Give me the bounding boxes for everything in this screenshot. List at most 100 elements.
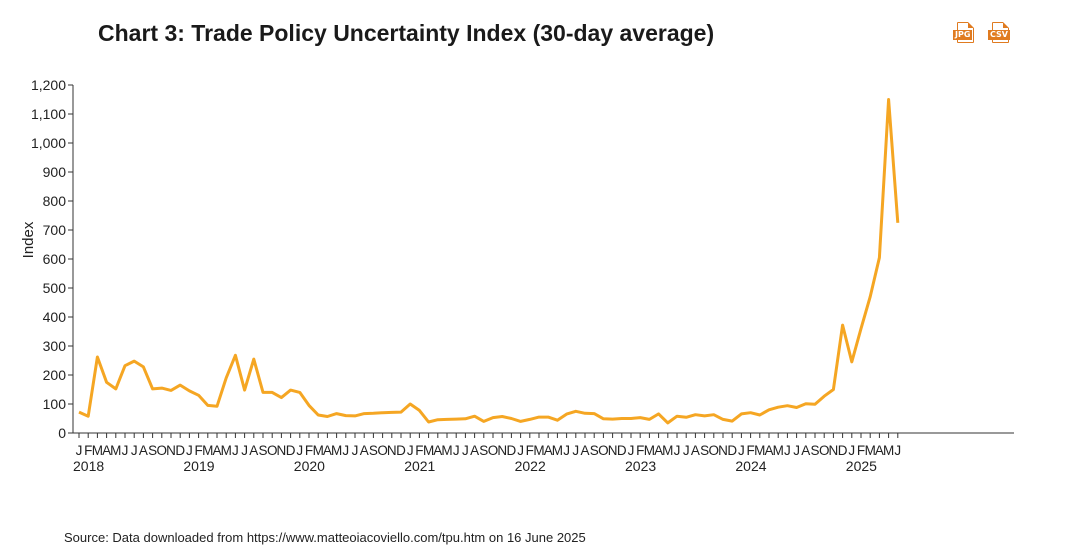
x-tick-month-label: D <box>838 443 848 458</box>
y-tick-label: 1,000 <box>31 135 66 151</box>
x-tick-month-label: O <box>267 443 278 458</box>
x-tick-month-label: D <box>617 443 627 458</box>
x-tick-year-label: 2019 <box>183 458 214 474</box>
x-tick-month-label: A <box>470 443 479 458</box>
x-tick-month-label: O <box>709 443 720 458</box>
x-tick-year-label: 2024 <box>735 458 766 474</box>
y-tick-label: 1,100 <box>31 106 66 122</box>
x-tick-month-label: A <box>433 443 442 458</box>
y-tick-label: 800 <box>43 193 67 209</box>
x-tick-month-label: A <box>580 443 589 458</box>
jpg-label: JPG <box>953 30 973 40</box>
x-tick-month-label: S <box>810 443 819 458</box>
x-tick-month-label: S <box>700 443 709 458</box>
y-tick-label: 400 <box>43 309 67 325</box>
x-tick-month-label: J <box>793 443 800 458</box>
x-tick-month-label: S <box>148 443 157 458</box>
x-tick-month-label: J <box>241 443 248 458</box>
x-tick-month-label: M <box>773 443 784 458</box>
x-tick-month-label: M <box>662 443 673 458</box>
x-tick-month-label: F <box>415 443 423 458</box>
x-tick-year-label: 2021 <box>404 458 435 474</box>
x-tick-month-label: A <box>360 443 369 458</box>
x-tick-month-label: S <box>258 443 267 458</box>
x-tick-month-label: S <box>479 443 488 458</box>
y-tick-label: 100 <box>43 396 67 412</box>
x-tick-month-label: O <box>598 443 609 458</box>
x-tick-month-label: M <box>883 443 894 458</box>
series-line <box>78 98 900 425</box>
y-tick-label: 1,200 <box>31 77 66 93</box>
download-jpg-button[interactable]: JPG <box>953 22 977 44</box>
x-tick-month-label: S <box>590 443 599 458</box>
x-tick-month-label: J <box>738 443 745 458</box>
x-tick-month-label: A <box>323 443 332 458</box>
x-tick-month-label: J <box>628 443 635 458</box>
x-tick-month-label: J <box>407 443 414 458</box>
x-tick-month-label: A <box>875 443 884 458</box>
x-tick-month-label: F <box>526 443 534 458</box>
x-tick-month-label: M <box>644 443 655 458</box>
x-tick-month-label: M <box>313 443 324 458</box>
x-tick-month-label: N <box>497 443 507 458</box>
x-tick-month-label: F <box>746 443 754 458</box>
x-tick-month-label: O <box>377 443 388 458</box>
x-tick-month-label: O <box>819 443 830 458</box>
line-chart: Index 0 100 200 300 400 500 600 700 800 900 1,000 1… <box>20 77 1014 474</box>
x-tick-month-label: N <box>608 443 618 458</box>
x-tick-month-label: J <box>352 443 359 458</box>
x-tick-month-label: M <box>221 443 232 458</box>
x-tick-year-label: 2018 <box>73 458 104 474</box>
x-tick-month-label: J <box>563 443 570 458</box>
y-axis-label: Index <box>20 221 37 258</box>
x-tick-month-label: M <box>552 443 563 458</box>
x-tick-month-label: F <box>194 443 202 458</box>
x-tick-month-label: A <box>801 443 810 458</box>
x-tick-month-label: A <box>102 443 111 458</box>
x-tick-month-label: M <box>533 443 544 458</box>
x-tick-month-label: J <box>232 443 239 458</box>
x-tick-month-label: M <box>441 443 452 458</box>
x-tick-month-label: F <box>857 443 865 458</box>
x-tick-month-label: J <box>76 443 83 458</box>
x-tick-year-label: 2020 <box>294 458 325 474</box>
y-tick-label: 700 <box>43 222 67 238</box>
x-tick-year-label: 2022 <box>515 458 546 474</box>
x-tick-month-label: D <box>727 443 737 458</box>
x-tick-month-label: N <box>829 443 839 458</box>
x-tick-month-label: A <box>249 443 258 458</box>
x-tick-month-label: J <box>122 443 129 458</box>
x-tick-month-label: M <box>92 443 103 458</box>
x-tick-month-label: J <box>517 443 524 458</box>
x-tick-month-label: J <box>131 443 138 458</box>
x-tick-year-label: 2025 <box>846 458 877 474</box>
x-tick-month-label: D <box>507 443 517 458</box>
x-tick-month-label: J <box>572 443 579 458</box>
y-tick-label: 500 <box>43 280 67 296</box>
x-tick-month-label: A <box>691 443 700 458</box>
x-tick-month-label: F <box>305 443 313 458</box>
x-tick-month-label: A <box>212 443 221 458</box>
x-tick-month-label: J <box>453 443 460 458</box>
x-tick-month-label: D <box>175 443 185 458</box>
x-tick-month-label: A <box>139 443 148 458</box>
y-tick-label: 600 <box>43 251 67 267</box>
x-tick-month-label: A <box>764 443 773 458</box>
y-tick-label: 0 <box>58 425 66 441</box>
x-tick-month-label: J <box>186 443 193 458</box>
csv-label: CSV <box>988 30 1010 40</box>
download-csv-button[interactable]: CSV <box>988 22 1012 44</box>
x-tick-month-label: M <box>202 443 213 458</box>
source-note: Source: Data downloaded from https://www… <box>64 530 586 545</box>
y-tick-label: 300 <box>43 338 67 354</box>
x-tick-month-label: J <box>462 443 469 458</box>
x-tick-month-label: O <box>488 443 499 458</box>
x-tick-month-label: M <box>423 443 434 458</box>
x-tick-month-label: M <box>865 443 876 458</box>
x-tick-month-label: J <box>894 443 901 458</box>
x-tick-month-label: M <box>754 443 765 458</box>
y-tick-label: 900 <box>43 164 67 180</box>
x-tick-month-label: O <box>157 443 168 458</box>
x-tick-month-label: J <box>784 443 791 458</box>
x-tick-month-label: M <box>331 443 342 458</box>
